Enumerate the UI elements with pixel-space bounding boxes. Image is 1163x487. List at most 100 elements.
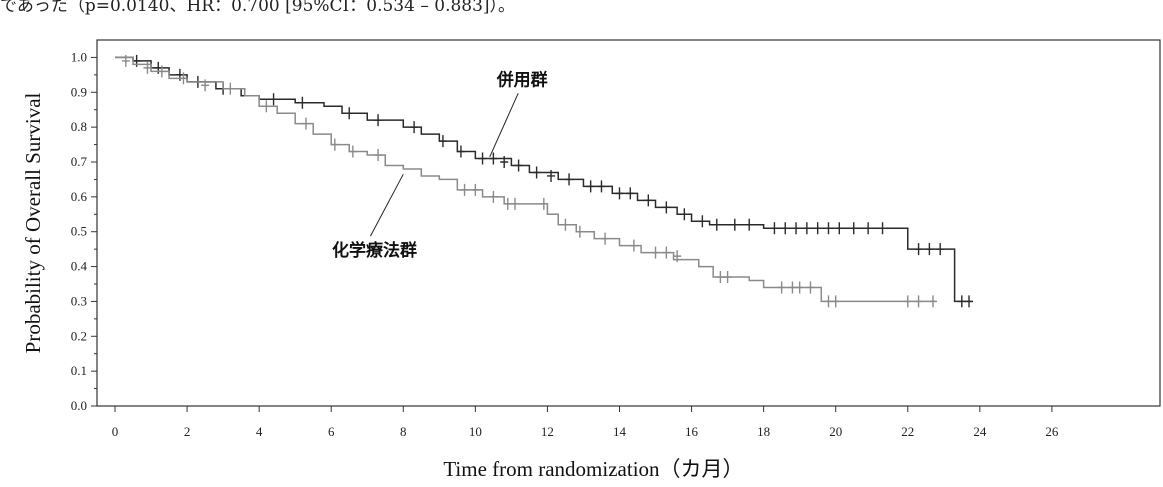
censor-mark (226, 82, 235, 95)
censor-mark (561, 218, 570, 231)
censor-mark (864, 222, 873, 235)
censor-mark (925, 243, 934, 256)
censor-mark (121, 54, 130, 67)
censor-mark (301, 117, 310, 130)
x-tick-label: 8 (400, 424, 407, 439)
censor-mark (615, 187, 624, 200)
censor-mark (781, 222, 790, 235)
y-tick-label: 0.9 (71, 84, 87, 99)
censor-mark (489, 190, 498, 203)
curves (115, 54, 974, 308)
censor-mark (330, 138, 339, 151)
y-tick-label: 0.1 (71, 363, 87, 378)
x-tick-label: 16 (685, 424, 699, 439)
censor-mark (471, 183, 480, 196)
x-tick-label: 2 (184, 424, 191, 439)
censor-mark (503, 197, 512, 210)
censor-mark (500, 156, 509, 168)
series-line (115, 56, 973, 303)
y-tick-label: 1.0 (71, 49, 87, 64)
censor-mark (348, 145, 357, 158)
y-tick-label: 0.3 (71, 293, 87, 308)
censor-mark (914, 295, 923, 308)
censor-mark (460, 183, 469, 196)
censor-mark (345, 107, 354, 120)
censor-mark (673, 250, 682, 263)
censor-mark (626, 187, 635, 200)
annotation-label: 化学療法群 (332, 240, 417, 261)
censor-mark (532, 166, 541, 179)
censor-mark (730, 218, 739, 231)
censor-mark (269, 93, 278, 106)
censor-mark (712, 218, 721, 231)
censor-mark (597, 180, 606, 193)
censor-mark (957, 295, 966, 308)
censor-mark (629, 239, 638, 252)
y-tick-label: 0.5 (71, 224, 87, 239)
x-tick-label: 14 (613, 424, 627, 439)
censor-mark (835, 222, 844, 235)
censor-mark (547, 169, 556, 182)
x-tick-label: 12 (541, 424, 554, 439)
annotation-leader (489, 93, 519, 157)
x-tick-label: 26 (1045, 424, 1059, 439)
censor-mark (795, 281, 804, 294)
censor-mark (849, 222, 858, 235)
x-tick-label: 24 (973, 424, 987, 439)
censor-mark (777, 281, 786, 294)
x-tick-label: 6 (328, 424, 335, 439)
x-tick-label: 4 (256, 424, 263, 439)
censor-mark (514, 159, 523, 172)
censor-mark (770, 222, 779, 235)
y-tick-label: 0.8 (71, 119, 87, 134)
censor-mark (510, 197, 519, 210)
y-tick-label: 0.0 (71, 398, 87, 413)
censor-mark (806, 281, 815, 294)
censor-mark (374, 114, 383, 127)
censor-mark (914, 243, 923, 256)
censor-mark (438, 135, 447, 148)
censor-mark (179, 72, 188, 85)
censor-mark (539, 197, 548, 210)
censor-mark (651, 246, 660, 259)
censor-mark (298, 96, 307, 109)
censor-mark (662, 246, 671, 259)
censor-mark (586, 180, 595, 193)
series-2 (115, 54, 937, 308)
censor-mark (601, 232, 610, 245)
censor-mark (489, 152, 498, 165)
censor-mark (680, 208, 689, 221)
x-axis-title: Time from randomization（カ月） (443, 457, 743, 481)
x-tick-label: 18 (757, 424, 770, 439)
axes: 0.00.10.20.30.40.50.60.70.80.91.00 2 4 6 8 10… (71, 39, 1161, 439)
censor-mark (716, 271, 725, 284)
censor-mark (143, 61, 152, 74)
series-1 (115, 54, 974, 308)
censor-mark (824, 295, 833, 308)
y-tick-label: 0.4 (71, 259, 88, 274)
censor-mark (965, 295, 974, 308)
y-axis-title: Probability of Overall Survival (21, 92, 45, 353)
censor-mark (878, 222, 887, 235)
censor-mark (936, 243, 945, 256)
censor-mark (903, 295, 912, 308)
censor-mark (831, 295, 840, 308)
censor-mark (745, 218, 754, 231)
censor-mark (723, 271, 732, 284)
plot-frame (96, 39, 1161, 407)
x-tick-label: 0 (112, 424, 119, 439)
annotation-label: 併用群 (496, 69, 548, 90)
y-tick-label: 0.7 (71, 154, 88, 169)
censor-mark (157, 65, 166, 78)
censor-mark (802, 222, 811, 235)
censor-mark (262, 100, 271, 113)
censor-mark (788, 281, 797, 294)
censor-mark (374, 149, 383, 162)
y-tick-label: 0.6 (71, 189, 88, 204)
censor-mark (478, 152, 487, 165)
y-tick-label: 0.2 (71, 328, 87, 343)
censor-mark (698, 215, 707, 228)
censor-mark (565, 173, 574, 186)
top-note-text: であった（p=0.0140、HR：0.700 [95%CI：0.534 – 0.… (0, 0, 516, 16)
